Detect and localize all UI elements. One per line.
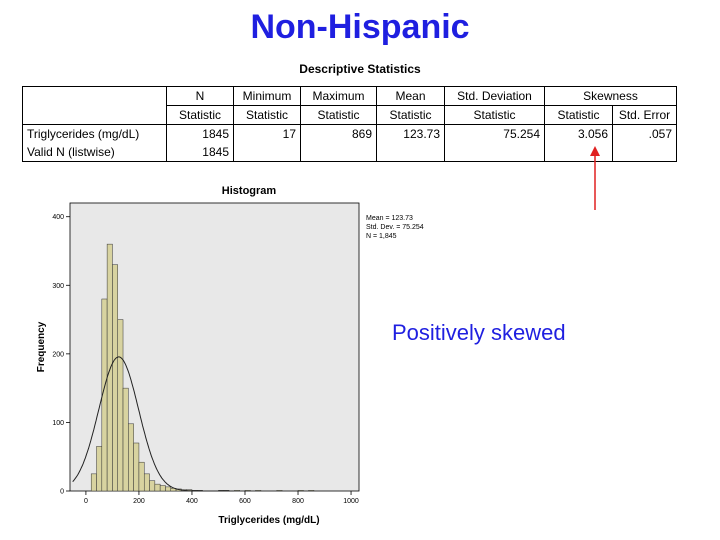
y-tick-label: 100 (52, 420, 64, 427)
arrow-head (590, 146, 600, 156)
histogram-bar (244, 490, 251, 492)
slide-title: Non-Hispanic (250, 8, 470, 46)
y-tick-label: 200 (52, 351, 64, 358)
row-label: Triglycerides (mg/dL) (22, 124, 167, 143)
stats-std-dev: Std. Dev. = 75.254 (366, 224, 424, 231)
subheader-cell: Statistic (166, 105, 234, 125)
y-tick-label: 0 (60, 489, 64, 496)
header-mean: Mean (376, 86, 445, 106)
histogram-bar (255, 490, 262, 492)
chart-title: Histogram (222, 185, 277, 197)
histogram-bar (133, 442, 140, 492)
header-std-deviation: Std. Deviation (444, 86, 545, 106)
table-header-row: N Minimum Maximum Mean Std. Deviation Sk… (22, 86, 677, 125)
histogram-bar (122, 387, 129, 492)
x-axis-label: Triglycerides (mg/dL) (218, 515, 319, 526)
descriptive-stats-table: N Minimum Maximum Mean Std. Deviation Sk… (22, 86, 677, 162)
histogram-bar (159, 485, 166, 492)
histogram-bar (234, 490, 240, 492)
table-title: Descriptive Statistics (299, 62, 421, 76)
cell-n: 1845 (166, 143, 234, 162)
histogram-bar (96, 446, 103, 492)
cell-mean: 123.73 (376, 124, 445, 143)
subheader-cell: Statistic (376, 105, 445, 125)
x-tick-label: 600 (239, 498, 251, 505)
stats-legend: Mean = 123.73 Std. Dev. = 75.254 N = 1,8… (366, 215, 424, 240)
y-axis-label: Frequency (36, 321, 47, 372)
histogram-bar (165, 486, 172, 492)
subheader-cell: Statistic (300, 105, 377, 125)
subheader-cell: Std. Error (612, 105, 677, 125)
x-tick-label: 400 (186, 498, 198, 505)
normal-curve (72, 356, 234, 492)
cell-skewness-std-error (612, 143, 677, 162)
table-row: Triglycerides (mg/dL) 1845 17 869 123.73… (22, 124, 677, 143)
histogram-bar (149, 480, 156, 492)
x-tick-label: 0 (84, 498, 88, 505)
cell-skewness-std-error: .057 (612, 124, 677, 143)
histogram-bar (308, 490, 315, 492)
histogram-bar (154, 483, 161, 492)
cell-minimum: 17 (233, 124, 301, 143)
histogram-bar (276, 490, 283, 492)
table-row: Valid N (listwise) 1845 (22, 143, 677, 162)
header-skewness: Skewness (544, 86, 677, 106)
histogram-bars (90, 243, 315, 492)
histogram-bar (90, 473, 97, 492)
table-subheader-row: Statistic Statistic Statistic Statistic … (23, 105, 677, 125)
histogram-bar (143, 473, 150, 492)
stats-n: N = 1,845 (366, 233, 397, 240)
cell-std-deviation: 75.254 (444, 124, 545, 143)
subheader-cell: Statistic (444, 105, 545, 125)
histogram-bar (106, 243, 113, 492)
histogram-bar (112, 264, 118, 492)
histogram-bar (297, 490, 304, 492)
x-tick-label: 800 (292, 498, 304, 505)
y-tick-label: 300 (52, 283, 64, 290)
subheader-cell: Statistic (544, 105, 613, 125)
stats-mean: Mean = 123.73 (366, 215, 413, 222)
skew-annotation: Positively skewed (392, 320, 566, 345)
cell-n: 1845 (166, 124, 234, 143)
axes: 0 100 200 300 400 0 200 400 600 800 1000 (52, 214, 359, 505)
histogram-bar (128, 423, 134, 492)
x-tick-label: 1000 (343, 498, 359, 505)
histogram-bar (117, 319, 124, 492)
y-tick-label: 400 (52, 214, 64, 221)
histogram-bar (138, 461, 145, 492)
x-tick-label: 200 (133, 498, 145, 505)
